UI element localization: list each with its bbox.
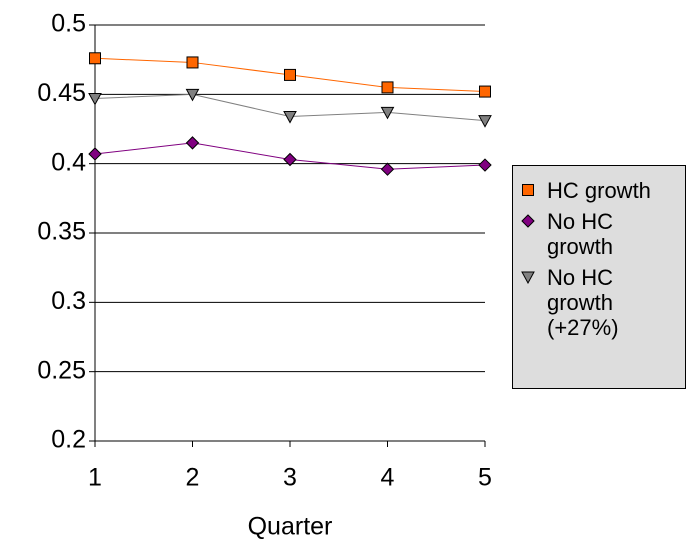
x-axis-label: Quarter <box>248 513 333 541</box>
x-tick-label: 4 <box>381 464 395 492</box>
legend-label: No HC growth <box>547 209 614 259</box>
data-point <box>185 88 200 102</box>
legend-marker <box>522 184 534 196</box>
data-point <box>478 158 492 172</box>
legend-item: HC growth <box>521 178 681 203</box>
legend-item: No HC growth (+27%) <box>521 265 681 340</box>
data-point <box>478 115 492 128</box>
legend-symbol <box>521 271 535 284</box>
y-tick-label: 0.25 <box>37 356 86 384</box>
data-point <box>88 92 102 106</box>
x-tick-label: 1 <box>88 464 102 492</box>
y-tick-label: 0.3 <box>51 287 86 315</box>
legend-marker <box>521 271 535 284</box>
y-tick-label: 0.2 <box>51 426 86 454</box>
x-tick-label: 2 <box>186 464 200 492</box>
y-tick-label: 0.45 <box>37 79 86 107</box>
data-point <box>88 147 102 161</box>
data-point <box>185 136 200 150</box>
x-tick-label: 3 <box>283 464 297 492</box>
legend-symbol <box>522 184 534 196</box>
y-tick-label: 0.35 <box>37 218 86 246</box>
data-point <box>283 111 297 124</box>
legend-label: No HC growth (+27%) <box>547 265 619 340</box>
data-point <box>479 85 491 98</box>
legend-label: HC growth <box>547 178 651 203</box>
legend-item: No HC growth <box>521 209 681 259</box>
data-point <box>283 152 297 167</box>
data-point <box>380 162 395 176</box>
x-tick-label: 5 <box>478 464 492 492</box>
data-point <box>380 106 395 120</box>
data-point <box>381 81 394 94</box>
data-point <box>186 56 199 69</box>
legend-marker <box>521 214 535 228</box>
legend-symbol <box>521 214 535 228</box>
data-point <box>89 52 101 65</box>
legend: HC growth No HC growth No HC growth (+27%) <box>512 165 686 389</box>
data-point <box>284 68 296 81</box>
y-tick-label: 0.5 <box>51 10 86 38</box>
y-tick-label: 0.4 <box>51 148 86 176</box>
